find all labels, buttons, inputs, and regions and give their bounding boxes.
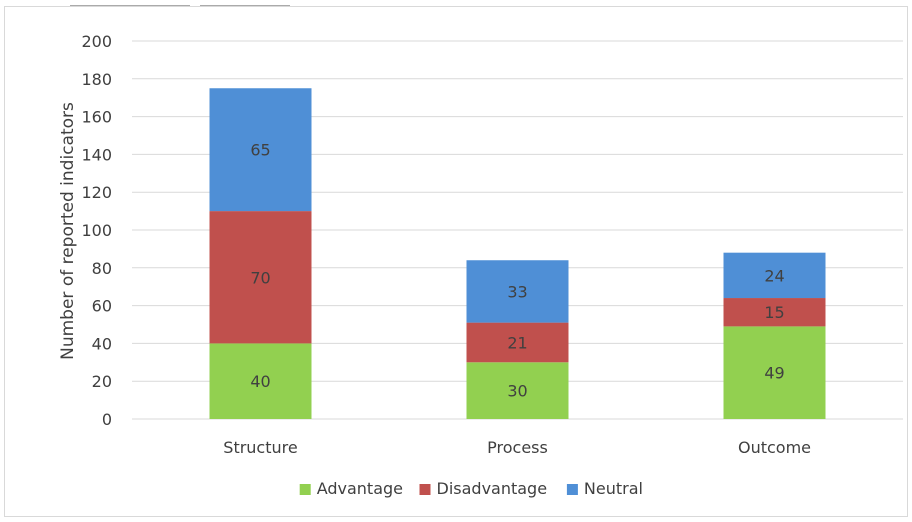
- x-axis-ticks: Structure Process Outcome: [223, 438, 811, 457]
- bars: [210, 88, 826, 419]
- y-tick-label-60: 60: [92, 297, 112, 316]
- y-tick-label-20: 20: [92, 372, 112, 391]
- y-tick-label-160: 160: [81, 108, 112, 127]
- legend-swatch-neutral: [567, 484, 578, 495]
- y-axis-label: Number of reported indicators: [58, 102, 78, 360]
- data-label-structure-advantage: 40: [250, 372, 270, 391]
- legend-swatch-disadvantage: [420, 484, 431, 495]
- legend-label-advantage: Advantage: [317, 479, 403, 498]
- data-label-process-advantage: 30: [507, 382, 527, 401]
- chart-frame: 0 20 40 60 80 100 120 140 160 180 200 40 70 65 30 21 33…: [4, 6, 908, 517]
- stacked-bar-chart: 0 20 40 60 80 100 120 140 160 180 200 40 70 65 30 21 33…: [5, 7, 907, 516]
- data-label-process-neutral: 33: [507, 282, 527, 301]
- data-label-outcome-advantage: 49: [764, 364, 784, 383]
- legend-label-disadvantage: Disadvantage: [437, 479, 548, 498]
- y-tick-label-0: 0: [102, 410, 112, 429]
- y-tick-label-80: 80: [92, 259, 112, 278]
- legend: Advantage Disadvantage Neutral: [300, 479, 643, 498]
- data-label-structure-disadvantage: 70: [250, 268, 270, 287]
- y-tick-label-140: 140: [81, 145, 112, 164]
- x-tick-label-outcome: Outcome: [738, 438, 811, 457]
- x-tick-label-structure: Structure: [223, 438, 297, 457]
- y-tick-label-200: 200: [81, 32, 112, 51]
- y-tick-label-40: 40: [92, 334, 112, 353]
- y-tick-label-120: 120: [81, 183, 112, 202]
- y-tick-label-180: 180: [81, 70, 112, 89]
- data-label-process-disadvantage: 21: [507, 333, 527, 352]
- x-tick-label-process: Process: [487, 438, 548, 457]
- y-tick-label-100: 100: [81, 221, 112, 240]
- legend-swatch-advantage: [300, 484, 311, 495]
- data-label-structure-neutral: 65: [250, 141, 270, 160]
- data-label-outcome-neutral: 24: [764, 266, 784, 285]
- data-label-outcome-disadvantage: 15: [764, 303, 784, 322]
- y-axis-ticks: 0 20 40 60 80 100 120 140 160 180 200: [81, 32, 112, 429]
- legend-label-neutral: Neutral: [584, 479, 643, 498]
